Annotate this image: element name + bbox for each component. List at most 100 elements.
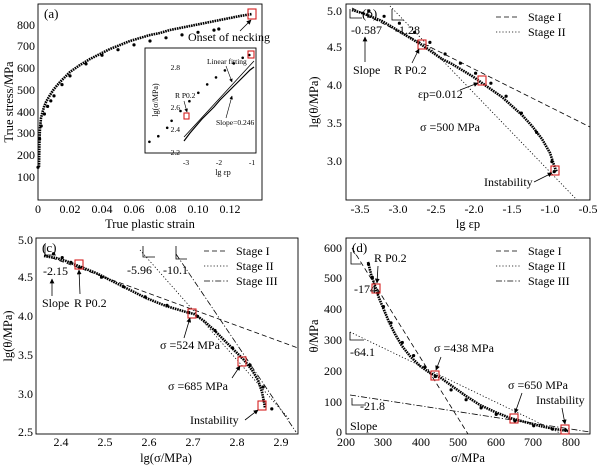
- panel-a-yticks: 100 200 300 400 500 600 700 800: [17, 18, 35, 184]
- x-tick-label: 2.6: [142, 435, 157, 449]
- rp02-label: R P0.2: [394, 63, 427, 77]
- inset-ylabel: lg(σ/MPa): [151, 83, 160, 117]
- panel-d-xlabel: σ/MPa: [451, 451, 485, 465]
- panel-d-ylabel: θ/MPa: [307, 319, 321, 353]
- legend-stage-2: Stage II: [528, 259, 566, 273]
- data-point: [132, 43, 136, 47]
- panel-b-yticks: 3.0 3.5 4.0 4.5 5.0: [327, 4, 342, 168]
- inset-end-marker: [247, 50, 255, 59]
- inset-curve: [183, 66, 255, 142]
- y-tick-label: 400: [17, 105, 35, 119]
- y-tick-label: 700: [17, 39, 35, 53]
- panel-b: (b) 3.0 3.5 4.0 4.5 5.0 -3.5 -3.0 -2.5 -…: [307, 3, 598, 231]
- necking-arrow: [239, 19, 252, 32]
- data-point: [389, 321, 393, 325]
- data-point: [519, 111, 524, 115]
- data-point: [36, 165, 40, 169]
- y-tick-label: 400: [324, 302, 342, 316]
- y-tick-label: 200: [17, 148, 35, 162]
- data-point: [51, 252, 56, 256]
- x-tick-label: 0.12: [220, 202, 241, 216]
- legend-stage-3: Stage III: [528, 274, 570, 288]
- data-point: [232, 62, 236, 65]
- data-point: [479, 406, 483, 410]
- data-point: [69, 260, 73, 264]
- y-tick-label: 500: [17, 83, 35, 97]
- stage-1-fit-line: [43, 254, 299, 349]
- inset-y-tick: 2.4: [171, 125, 181, 134]
- inset-rp02-marker: [183, 112, 190, 120]
- panel-c-legend: Stage I Stage II Stage III: [204, 244, 278, 288]
- x-tick-label: 700: [524, 435, 542, 449]
- panel-b-legend: Stage I Stage II: [496, 10, 566, 39]
- instability-marker: [257, 400, 267, 411]
- data-point: [270, 407, 274, 411]
- y-tick-label: 300: [17, 126, 35, 140]
- x-tick-label: 600: [487, 435, 505, 449]
- inset-x-tick: -2: [216, 158, 222, 167]
- data-point: [248, 363, 252, 367]
- panel-a-inset: lg(σ/MPa) 2.2 2.4 2.6 2.8 -3 -2 -1 lg εp…: [144, 47, 257, 177]
- slope-label: Slope: [350, 419, 377, 433]
- data-point: [489, 81, 493, 85]
- slope-triangles: [44, 244, 187, 260]
- data-point: [42, 112, 47, 116]
- x-tick-label: 0.02: [60, 202, 81, 216]
- y-tick-label: 300: [324, 333, 342, 347]
- inset-fit-line: [183, 60, 255, 138]
- panel-a-points: [36, 27, 221, 169]
- stress-438-arrow: [435, 356, 442, 371]
- data-point: [532, 424, 536, 428]
- data-point: [230, 346, 235, 350]
- inset-x-tick: -3: [183, 158, 189, 167]
- slope-triangles: [349, 9, 404, 21]
- legend-stage-1: Stage I: [528, 10, 562, 24]
- panel-d-yticks: 0 100 200 300 400 500 600: [324, 241, 342, 439]
- data-point: [170, 119, 173, 123]
- data-point: [148, 140, 151, 144]
- y-tick-label: 100: [17, 170, 35, 184]
- panel-d-points: [366, 262, 568, 432]
- x-tick-label: 2.7: [186, 435, 201, 449]
- y-tick-label: 600: [17, 61, 35, 75]
- panel-d-label: (d): [352, 240, 367, 255]
- x-tick-label: -3.5: [351, 202, 370, 216]
- slope-value: -21.8: [360, 399, 385, 413]
- stress-label: σ =500 MPa: [420, 120, 481, 134]
- rp02-arrow: [411, 48, 420, 64]
- data-point: [68, 74, 72, 78]
- inset-fit-arrow: [225, 65, 233, 83]
- data-point: [464, 398, 468, 402]
- data-point: [370, 275, 374, 279]
- y-tick-label: 5.0: [18, 233, 33, 247]
- data-point: [413, 30, 417, 34]
- data-point: [143, 295, 147, 299]
- data-point: [504, 94, 508, 98]
- x-tick-label: 800: [562, 435, 580, 449]
- y-tick-label: 3.5: [327, 116, 342, 130]
- stress-650-label: σ =650 MPa: [508, 378, 569, 392]
- y-tick-label: 5.0: [327, 4, 342, 18]
- panel-a-xlabel: True plastic strain: [105, 217, 196, 231]
- y-tick-label: 3.5: [18, 348, 33, 362]
- data-point: [213, 328, 217, 333]
- x-tick-label: 2.5: [98, 435, 113, 449]
- y-tick-label: 500: [324, 271, 342, 285]
- rp02-marker: [417, 39, 427, 50]
- sigma-650-marker: [509, 413, 519, 424]
- data-point: [550, 160, 554, 164]
- data-point: [164, 36, 168, 40]
- data-point: [241, 56, 244, 60]
- data-point: [535, 130, 539, 134]
- panel-b-curve: [351, 8, 559, 173]
- slope-value: -174: [354, 282, 376, 296]
- data-point: [449, 388, 453, 392]
- data-point: [60, 256, 64, 260]
- strain-arrow: [459, 82, 479, 91]
- data-point: [38, 137, 42, 141]
- inset-y-tick: 2.2: [171, 148, 181, 157]
- data-point: [564, 428, 568, 432]
- data-point: [46, 104, 50, 108]
- data-point: [180, 33, 184, 37]
- inset-rp02-label: R P0.2: [175, 91, 196, 100]
